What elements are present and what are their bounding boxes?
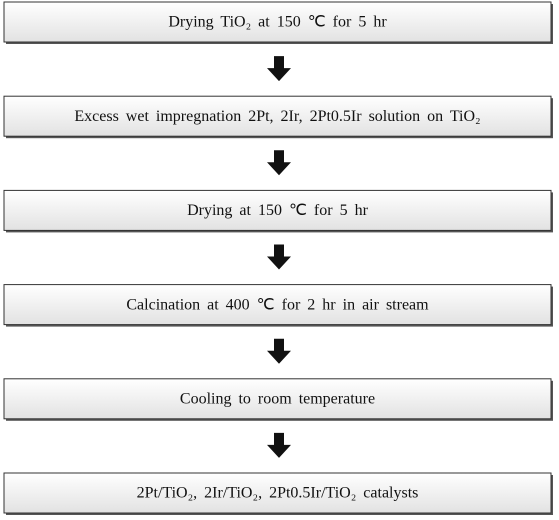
box	[3, 189, 552, 231]
arrow	[267, 432, 291, 458]
box	[3, 472, 552, 514]
box-label: 2Pt/TiO₂, 2Ir/TiO₂, 2Pt0.5Ir/TiO₂ cataly…	[137, 485, 419, 502]
box	[3, 1, 552, 43]
box	[3, 95, 552, 137]
box-label: Cooling to room temperature	[180, 390, 375, 407]
arrow	[267, 244, 291, 270]
box-label: Drying at 150 ℃ for 5 hr	[187, 202, 369, 219]
box-label: Drying TiO₂ at 150 ℃ for 5 hr	[168, 14, 387, 31]
arrow	[267, 56, 291, 82]
box	[3, 284, 552, 326]
box-label: Calcination at 400 ℃ for 2 hr in air str…	[126, 296, 429, 313]
box-label: Excess wet impregnation 2Pt, 2Ir, 2Pt0.5…	[74, 108, 480, 125]
box	[3, 378, 552, 420]
arrow	[267, 338, 291, 364]
arrow	[267, 150, 291, 176]
